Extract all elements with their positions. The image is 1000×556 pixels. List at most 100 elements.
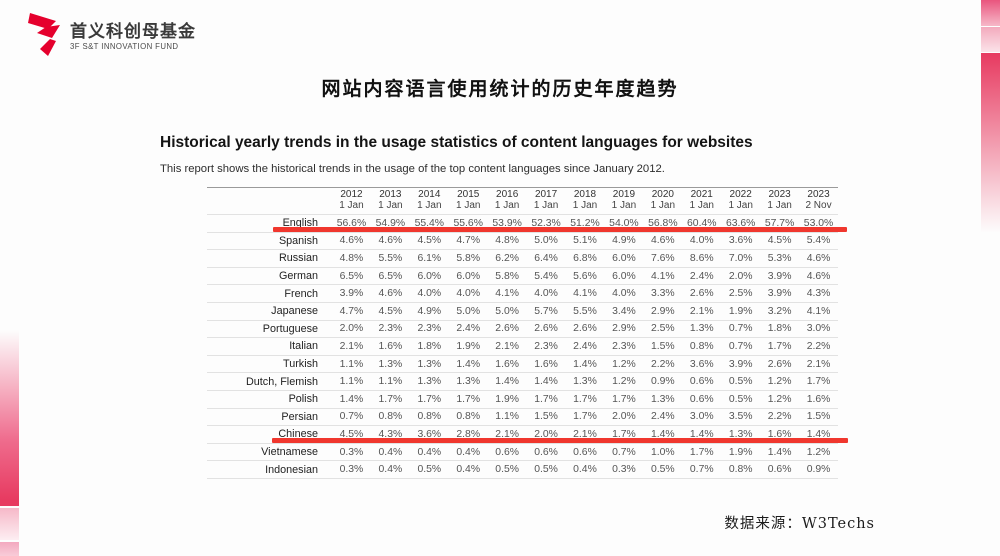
slide-title: 网站内容语言使用统计的历史年度趋势 — [321, 78, 679, 100]
value-cell: 0.5% — [650, 464, 675, 476]
value-cell: 3.6% — [689, 358, 714, 370]
value-cell: 1.5% — [534, 411, 558, 423]
value-cell: 60.4% — [687, 217, 717, 229]
right-edge-decoration — [981, 0, 1000, 26]
table-row: Indonesian 0.3% 0.4% 0.5% 0.4% 0.5% 0.5% 0.4% 0.… — [207, 460, 838, 479]
language-label: English — [282, 217, 318, 230]
value-cell: 2.3% — [612, 340, 636, 352]
value-cell: 5.4% — [806, 235, 831, 247]
value-cell: 6.2% — [495, 252, 519, 264]
value-cell: 5.8% — [456, 252, 481, 264]
value-cell: 52.3% — [531, 217, 561, 229]
language-label: Persian — [281, 410, 318, 423]
value-cell: 0.6% — [495, 446, 519, 458]
column-header: 2016 1 Jan — [494, 189, 520, 211]
value-cell: 2.6% — [573, 323, 597, 335]
value-cell: 2.2% — [767, 411, 792, 423]
value-cell: 1.4% — [495, 376, 519, 388]
value-cell: 1.2% — [612, 376, 636, 388]
value-cell: 7.0% — [728, 252, 753, 264]
value-cell: 4.0% — [612, 288, 636, 300]
value-cell: 4.5% — [339, 428, 364, 440]
value-cell: 1.4% — [806, 428, 831, 440]
value-cell: 7.6% — [650, 252, 675, 264]
value-cell: 2.3% — [417, 323, 442, 335]
value-cell: 0.7% — [339, 411, 364, 423]
value-cell: 3.9% — [339, 288, 364, 300]
value-cell: 1.2% — [806, 446, 831, 458]
left-edge-decoration — [0, 542, 19, 556]
value-cell: 0.4% — [573, 464, 597, 476]
value-cell: 1.6% — [495, 358, 519, 370]
language-label: Vietnamese — [261, 446, 318, 459]
value-cell: 3.0% — [689, 411, 714, 423]
value-cell: 6.8% — [573, 252, 597, 264]
value-cell: 2.9% — [650, 305, 675, 317]
value-cell: 3.0% — [806, 323, 831, 335]
language-label: Japanese — [271, 305, 318, 318]
table-header-row: 2012 1 Jan 2013 1 Jan 2014 1 Jan 2015 1 Jan 2016… — [207, 188, 838, 215]
value-cell: 2.1% — [495, 428, 519, 440]
table-row: Russian 4.8% 5.5% 6.1% 5.8% 6.2% 6.4% 6.8% 6.0% 7… — [207, 249, 838, 268]
table-row: Turkish 1.1% 1.3% 1.3% 1.4% 1.6% 1.6% 1.4% 1.2% 2… — [207, 355, 838, 373]
value-cell: 4.8% — [339, 252, 364, 264]
value-cell: 4.5% — [417, 235, 442, 247]
value-cell: 4.6% — [650, 235, 675, 247]
value-cell: 2.1% — [495, 340, 519, 352]
value-cell: 8.6% — [689, 252, 714, 264]
value-cell: 1.3% — [417, 358, 442, 370]
value-cell: 4.0% — [417, 288, 442, 300]
value-cell: 6.4% — [534, 252, 558, 264]
value-cell: 1.2% — [767, 376, 792, 388]
value-cell: 1.7% — [378, 393, 403, 405]
value-cell: 3.9% — [767, 270, 792, 282]
right-edge-decoration — [981, 27, 1000, 52]
value-cell: 1.7% — [573, 411, 597, 423]
value-cell: 4.3% — [806, 288, 831, 300]
value-cell: 5.7% — [534, 305, 558, 317]
fund-name-cn: 首义科创母基金 — [70, 21, 196, 41]
table-row: Japanese 4.7% 4.5% 4.9% 5.0% 5.0% 5.7% 5.5% 3.4%… — [207, 302, 838, 320]
value-cell: 1.7% — [806, 376, 831, 388]
report-subtitle: This report shows the historical trends … — [160, 163, 665, 175]
value-cell: 3.6% — [728, 235, 753, 247]
value-cell: 0.6% — [689, 393, 714, 405]
value-cell: 1.7% — [534, 393, 558, 405]
value-cell: 4.6% — [339, 235, 364, 247]
column-header: 2021 1 Jan — [689, 189, 714, 211]
right-edge-decoration — [981, 53, 1000, 233]
value-cell: 5.4% — [534, 270, 558, 282]
value-cell: 1.6% — [767, 428, 792, 440]
value-cell: 0.5% — [728, 393, 753, 405]
value-cell: 0.8% — [417, 411, 442, 423]
value-cell: 4.5% — [767, 235, 792, 247]
value-cell: 1.5% — [806, 411, 831, 423]
language-label: Russian — [278, 252, 318, 265]
value-cell: 6.0% — [456, 270, 481, 282]
value-cell: 1.4% — [573, 358, 597, 370]
table-row: Dutch, Flemish 1.1% 1.1% 1.3% 1.3% 1.4% 1.4% 1.… — [207, 372, 838, 391]
language-label: Italian — [289, 340, 318, 353]
value-cell: 0.4% — [456, 446, 481, 458]
value-cell: 3.4% — [612, 305, 636, 317]
language-label: Chinese — [278, 428, 318, 441]
value-cell: 2.0% — [339, 323, 364, 335]
value-cell: 4.8% — [495, 235, 519, 247]
value-cell: 4.0% — [689, 235, 714, 247]
value-cell: 2.4% — [650, 411, 675, 423]
value-cell: 1.1% — [339, 376, 364, 388]
value-cell: 2.1% — [573, 428, 597, 440]
value-cell: 1.6% — [806, 393, 831, 405]
value-cell: 5.8% — [495, 270, 519, 282]
value-cell: 5.0% — [495, 305, 519, 317]
data-source-label: 数据来源：W3Techs — [724, 516, 875, 532]
language-label: Indonesian — [265, 463, 318, 476]
column-header: 2019 1 Jan — [611, 189, 637, 211]
value-cell: 0.6% — [534, 446, 558, 458]
column-header: 2023 1 Jan — [767, 189, 792, 211]
value-cell: 1.4% — [767, 446, 792, 458]
value-cell: 54.9% — [375, 217, 406, 229]
value-cell: 3.9% — [767, 288, 792, 300]
value-cell: 0.8% — [689, 340, 714, 352]
value-cell: 2.6% — [534, 323, 558, 335]
